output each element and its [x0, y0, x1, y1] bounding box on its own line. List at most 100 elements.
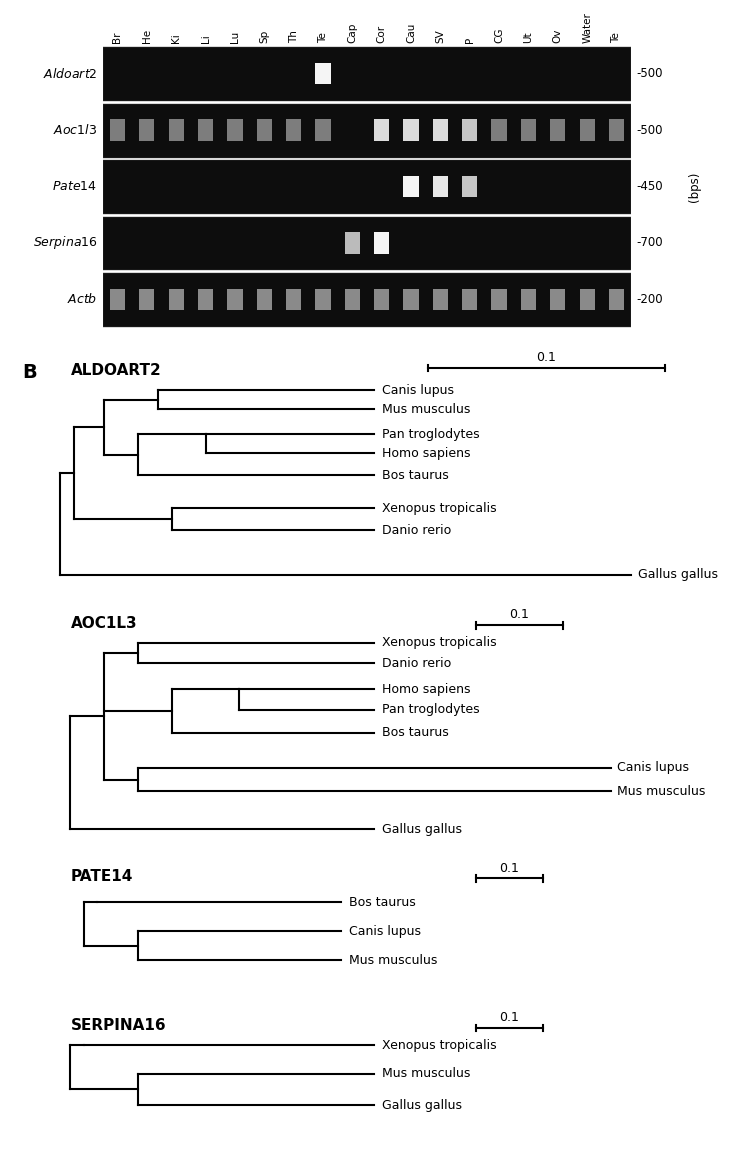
Text: $\it{Aoc1l3}$: $\it{Aoc1l3}$	[54, 123, 98, 137]
Bar	[169, 289, 184, 310]
Bar	[462, 120, 477, 141]
Text: Bos taurus: Bos taurus	[382, 469, 449, 482]
Bar	[286, 120, 301, 141]
Text: Th: Th	[288, 30, 299, 44]
Text: -700: -700	[636, 236, 663, 250]
Text: -500: -500	[636, 123, 663, 137]
Text: 0.1: 0.1	[509, 608, 529, 621]
Bar	[462, 289, 477, 310]
Text: Te: Te	[611, 32, 622, 44]
Bar	[228, 120, 242, 141]
Bar	[580, 289, 595, 310]
Bar	[580, 120, 595, 141]
Text: Gallus gallus: Gallus gallus	[382, 823, 462, 835]
Bar	[609, 289, 624, 310]
Text: Pan troglodytes: Pan troglodytes	[382, 703, 480, 717]
Bar	[286, 289, 301, 310]
Text: Mus musculus: Mus musculus	[382, 1067, 470, 1081]
Bar	[521, 120, 536, 141]
Text: $\it{Aldoart2}$: $\it{Aldoart2}$	[43, 67, 98, 81]
Bar	[103, 160, 631, 214]
Bar	[257, 120, 272, 141]
Text: Gallus gallus: Gallus gallus	[638, 568, 718, 581]
Bar	[169, 120, 184, 141]
Text: (bps): (bps)	[688, 172, 701, 203]
Text: Xenopus tropicalis: Xenopus tropicalis	[382, 502, 497, 515]
Bar	[550, 120, 565, 141]
Text: PATE14: PATE14	[70, 869, 133, 884]
Text: Ki: Ki	[171, 33, 181, 44]
Text: Ut: Ut	[523, 31, 534, 44]
Text: Xenopus tropicalis: Xenopus tropicalis	[382, 636, 497, 649]
Text: Cau: Cau	[406, 23, 416, 44]
Text: Bos taurus: Bos taurus	[349, 896, 415, 909]
Text: $\it{Pate14}$: $\it{Pate14}$	[53, 180, 98, 194]
Bar	[228, 289, 242, 310]
Text: Homo sapiens: Homo sapiens	[382, 683, 471, 696]
Text: Canis lupus: Canis lupus	[349, 925, 421, 938]
Text: Mus musculus: Mus musculus	[382, 403, 470, 416]
Text: Mus musculus: Mus musculus	[617, 785, 706, 797]
Text: 0.1: 0.1	[537, 351, 556, 364]
Bar	[374, 289, 389, 310]
Bar	[103, 47, 631, 101]
Bar	[110, 289, 125, 310]
Bar	[257, 289, 272, 310]
Bar	[550, 289, 565, 310]
Bar	[433, 176, 448, 197]
Bar	[345, 289, 360, 310]
Text: Danio rerio: Danio rerio	[382, 524, 451, 537]
Text: B: B	[22, 363, 37, 381]
Bar	[433, 289, 448, 310]
Bar	[198, 289, 213, 310]
Text: Water: Water	[582, 13, 592, 44]
Text: -500: -500	[636, 67, 663, 81]
Text: SV: SV	[435, 30, 446, 44]
Text: Cap: Cap	[347, 23, 357, 44]
Bar	[404, 176, 418, 197]
Text: Lu: Lu	[230, 31, 240, 44]
Bar	[462, 176, 477, 197]
Bar	[139, 120, 154, 141]
Bar	[316, 289, 330, 310]
Bar	[433, 120, 448, 141]
Text: ALDOART2: ALDOART2	[70, 363, 161, 378]
Bar	[103, 104, 631, 158]
Bar	[374, 120, 389, 141]
Bar	[609, 120, 624, 141]
Text: He: He	[142, 29, 152, 44]
Text: Bos taurus: Bos taurus	[382, 727, 449, 740]
Text: Homo sapiens: Homo sapiens	[382, 447, 471, 460]
Text: $\it{Actb}$: $\it{Actb}$	[67, 293, 98, 306]
Text: -200: -200	[636, 293, 663, 306]
Bar	[374, 233, 389, 253]
Text: Gallus gallus: Gallus gallus	[382, 1099, 462, 1112]
Text: Ov: Ov	[553, 29, 563, 44]
Text: Cor: Cor	[377, 25, 387, 44]
Bar	[492, 120, 506, 141]
Text: -450: -450	[636, 180, 663, 194]
Bar	[316, 120, 330, 141]
Text: P: P	[465, 37, 475, 44]
Bar	[103, 273, 631, 327]
Bar	[345, 233, 360, 253]
Bar	[492, 289, 506, 310]
Bar	[521, 289, 536, 310]
Text: Pan troglodytes: Pan troglodytes	[382, 427, 480, 441]
Text: Br: Br	[112, 32, 123, 44]
Text: Canis lupus: Canis lupus	[382, 384, 454, 396]
Bar	[404, 289, 418, 310]
Text: 0.1: 0.1	[499, 862, 520, 874]
Bar	[139, 289, 154, 310]
Bar	[404, 120, 418, 141]
Text: Canis lupus: Canis lupus	[617, 761, 689, 774]
Text: Sp: Sp	[259, 30, 269, 44]
Bar	[316, 63, 330, 84]
Text: AOC1L3: AOC1L3	[70, 616, 137, 631]
Text: 0.1: 0.1	[499, 1011, 520, 1024]
Text: Te: Te	[318, 32, 328, 44]
Text: Xenopus tropicalis: Xenopus tropicalis	[382, 1039, 497, 1052]
Text: Li: Li	[200, 35, 211, 44]
Bar	[110, 120, 125, 141]
Text: $\it{Serpina16}$: $\it{Serpina16}$	[32, 235, 98, 251]
